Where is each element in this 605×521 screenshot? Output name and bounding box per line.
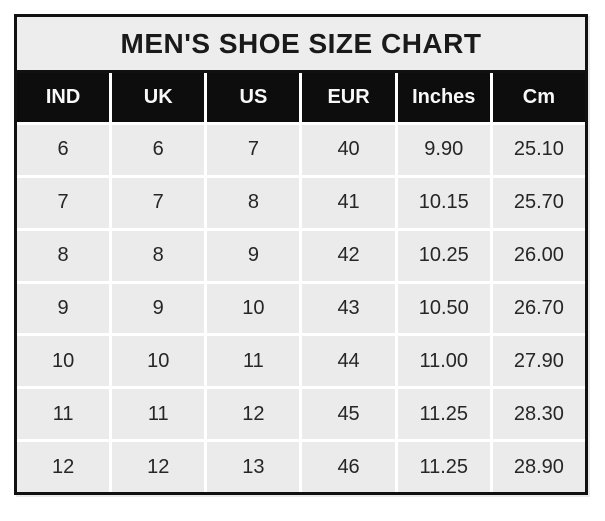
table-cell: 9 bbox=[207, 230, 300, 281]
shoe-size-chart: MEN'S SHOE SIZE CHART IND UK US EUR Inches Cm… bbox=[14, 14, 588, 495]
table-cell: 46 bbox=[302, 442, 395, 492]
table-cell: 41 bbox=[302, 177, 395, 228]
table-cell: 11.25 bbox=[397, 442, 490, 492]
table-cell: 25.70 bbox=[492, 177, 585, 228]
table-cell: 12 bbox=[17, 442, 110, 492]
table-cell: 28.90 bbox=[492, 442, 585, 492]
table-cell: 11.25 bbox=[397, 389, 490, 440]
table-cell: 8 bbox=[112, 230, 205, 281]
table-cell: 9 bbox=[112, 283, 205, 334]
table-cell: 44 bbox=[302, 336, 395, 387]
table-cell: 10.25 bbox=[397, 230, 490, 281]
table-cell: 7 bbox=[112, 177, 205, 228]
chart-title: MEN'S SHOE SIZE CHART bbox=[17, 17, 585, 73]
table-cell: 12 bbox=[207, 389, 300, 440]
table-cell: 6 bbox=[17, 125, 110, 175]
table-cell: 7 bbox=[207, 125, 300, 175]
table-cell: 9.90 bbox=[397, 125, 490, 175]
column-header-us: US bbox=[207, 73, 300, 122]
table-cell: 43 bbox=[302, 283, 395, 334]
column-header-cm: Cm bbox=[492, 73, 585, 122]
table-cell: 11 bbox=[112, 389, 205, 440]
table-cell: 8 bbox=[207, 177, 300, 228]
column-header-inches: Inches bbox=[397, 73, 490, 122]
table-cell: 10 bbox=[207, 283, 300, 334]
size-table: IND UK US EUR Inches Cm 6 6 7 40 9.90 25.10 7 7 8 41 10.… bbox=[17, 73, 585, 492]
table-cell: 6 bbox=[112, 125, 205, 175]
table-cell: 10.15 bbox=[397, 177, 490, 228]
table-cell: 10 bbox=[112, 336, 205, 387]
table-cell: 42 bbox=[302, 230, 395, 281]
table-cell: 27.90 bbox=[492, 336, 585, 387]
table-cell: 7 bbox=[17, 177, 110, 228]
table-cell: 13 bbox=[207, 442, 300, 492]
table-cell: 11.00 bbox=[397, 336, 490, 387]
table-cell: 45 bbox=[302, 389, 395, 440]
column-header-eur: EUR bbox=[302, 73, 395, 122]
table-cell: 12 bbox=[112, 442, 205, 492]
table-cell: 8 bbox=[17, 230, 110, 281]
table-cell: 11 bbox=[17, 389, 110, 440]
table-cell: 26.70 bbox=[492, 283, 585, 334]
table-cell: 11 bbox=[207, 336, 300, 387]
table-cell: 40 bbox=[302, 125, 395, 175]
table-cell: 9 bbox=[17, 283, 110, 334]
table-cell: 28.30 bbox=[492, 389, 585, 440]
table-cell: 10.50 bbox=[397, 283, 490, 334]
table-cell: 25.10 bbox=[492, 125, 585, 175]
column-header-uk: UK bbox=[112, 73, 205, 122]
table-cell: 10 bbox=[17, 336, 110, 387]
table-cell: 26.00 bbox=[492, 230, 585, 281]
column-header-ind: IND bbox=[17, 73, 110, 122]
